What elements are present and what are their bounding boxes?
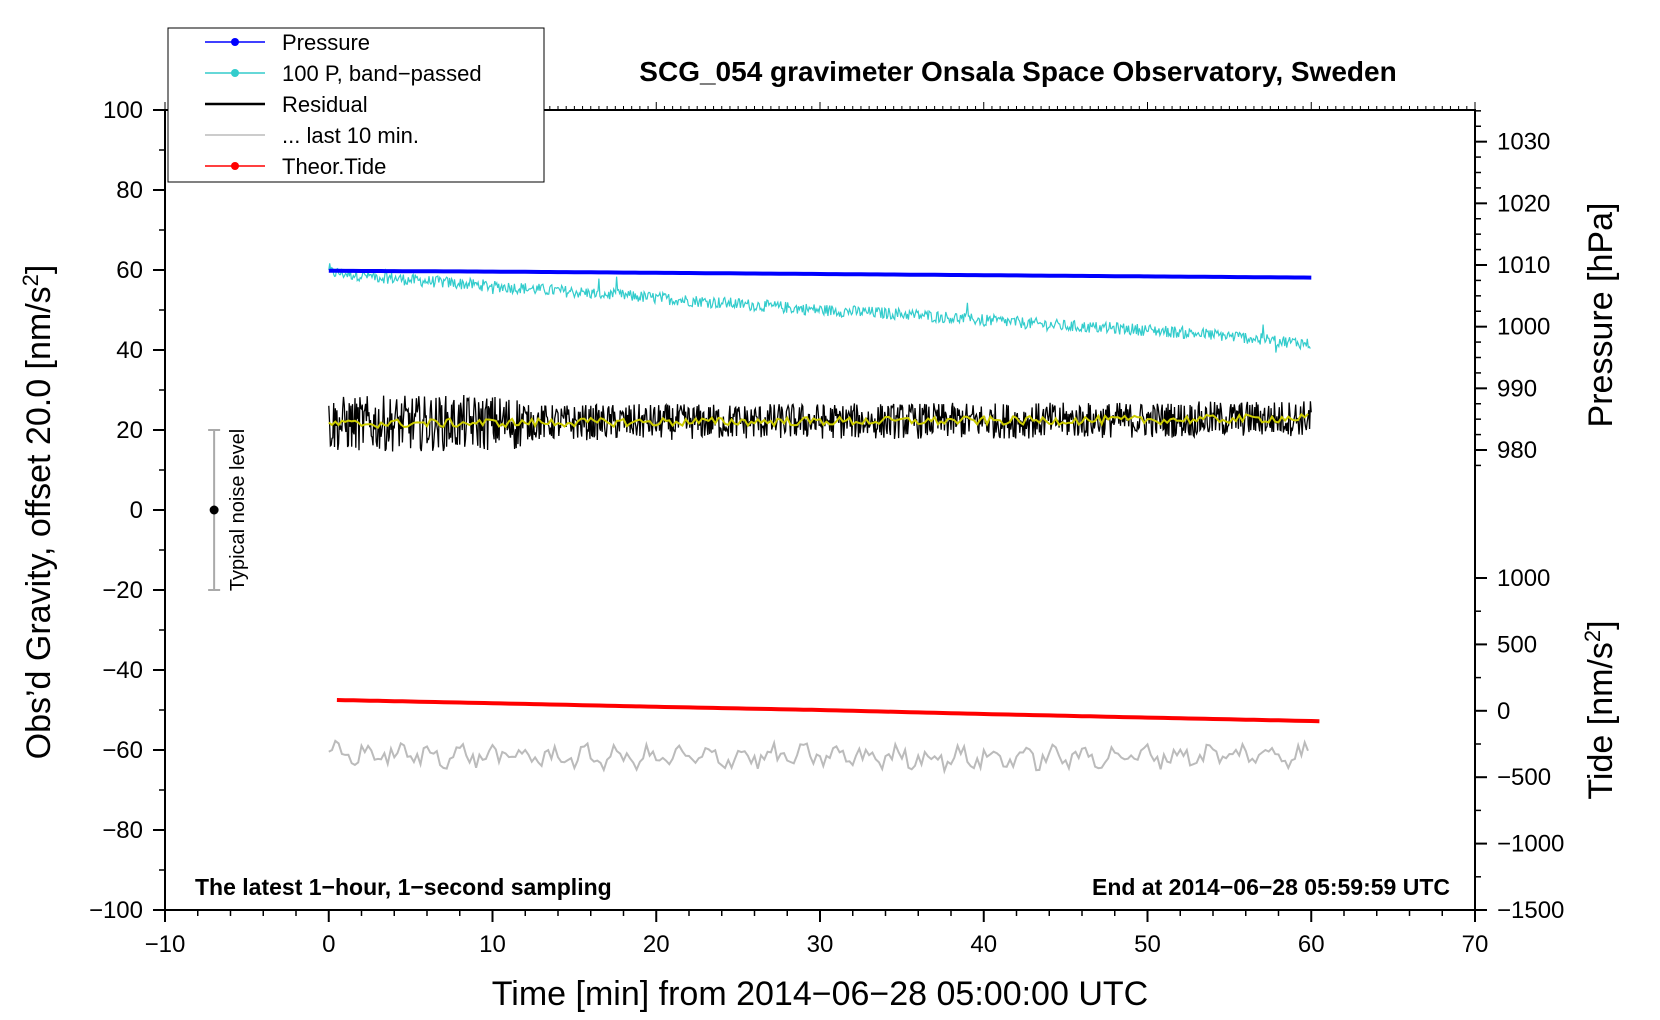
x-tick-label: −10 xyxy=(145,931,186,958)
x-axis: −10 0 10 20 30 40 50 60 70 xyxy=(145,910,1489,958)
x-tick-label: 40 xyxy=(970,931,997,958)
legend-marker xyxy=(231,38,239,46)
y-tick-label: −80 xyxy=(102,817,143,844)
residual-smoothed-line xyxy=(328,412,1309,430)
x-tick-label: 70 xyxy=(1462,931,1489,958)
pressure-tick-label: 990 xyxy=(1497,375,1537,402)
tide-label-end: ] xyxy=(1582,620,1620,629)
noise-level-bar: Typical noise level xyxy=(208,429,249,591)
x-tick-label: 20 xyxy=(643,931,670,958)
tide-axis-label: Tide [nm/s2] xyxy=(1580,620,1620,799)
pressure-tick-label: 980 xyxy=(1497,437,1537,464)
legend-label: 100 P, band−passed xyxy=(282,61,482,86)
tide-tick-label: 1000 xyxy=(1497,565,1550,592)
noise-bar-center-dot xyxy=(209,505,219,515)
noise-level-label: Typical noise level xyxy=(227,429,249,591)
y-tick-label: 0 xyxy=(130,497,143,524)
y-axis-left-label: Obs’d Gravity, offset 20.0 [nm/s2] xyxy=(18,265,58,760)
plot-frame xyxy=(164,109,1476,911)
x-axis-label: Time [min] from 2014−06−28 05:00:00 UTC xyxy=(492,975,1148,1013)
tide-tick-label: 0 xyxy=(1497,698,1510,725)
legend-label: Residual xyxy=(282,92,368,117)
y-tick-label: 60 xyxy=(116,257,143,284)
tide-tick-label: 500 xyxy=(1497,631,1537,658)
chart-title: SCG_054 gravimeter Onsala Space Observat… xyxy=(639,56,1396,87)
y-tick-label: 100 xyxy=(103,97,143,124)
residual-line xyxy=(328,394,1312,452)
legend-label: ... last 10 min. xyxy=(282,123,419,148)
x-tick-label: 60 xyxy=(1298,931,1325,958)
y-tick-label: 20 xyxy=(116,417,143,444)
y-left-label-sup: 2 xyxy=(18,274,43,286)
y-tick-label: −100 xyxy=(89,897,143,924)
pressure-tick-label: 1020 xyxy=(1497,190,1550,217)
y-axis-left: −100 −80 −60 −40 −20 0 20 40 60 80 100 xyxy=(89,97,165,924)
pressure-line xyxy=(328,268,1312,280)
legend-marker xyxy=(231,162,239,170)
x-tick-label: 0 xyxy=(322,931,335,958)
tide-tick-label: −1000 xyxy=(1497,831,1564,858)
series-group xyxy=(328,263,1320,775)
x-tick-label: 50 xyxy=(1134,931,1161,958)
legend-marker xyxy=(231,69,239,77)
y-tick-label: −20 xyxy=(102,577,143,604)
x-tick-label: 30 xyxy=(807,931,834,958)
legend-label: Pressure xyxy=(282,30,370,55)
y-tick-label: 40 xyxy=(116,337,143,364)
pressure-axis-label: Pressure [hPa] xyxy=(1582,203,1620,428)
y-axis-pressure: 980 990 1000 1010 1020 1030 xyxy=(1475,110,1550,467)
tide-tick-label: −500 xyxy=(1497,764,1551,791)
tide-label-sup: 2 xyxy=(1580,630,1605,642)
annotation-right: End at 2014−06−28 05:59:59 UTC xyxy=(1092,874,1450,900)
tide-tick-label: −1500 xyxy=(1497,897,1564,924)
pressure-tick-label: 1000 xyxy=(1497,314,1550,341)
legend: Pressure 100 P, band−passed Residual ... la… xyxy=(167,27,545,183)
y-left-label-text: Obs’d Gravity, offset 20.0 [nm/s xyxy=(20,286,58,759)
last-10-min-line xyxy=(328,739,1309,775)
pressure-tick-label: 1030 xyxy=(1497,129,1550,156)
legend-label: Theor.Tide xyxy=(282,154,386,179)
pressure-tick-label: 1010 xyxy=(1497,252,1550,279)
y-left-label-end: ] xyxy=(20,265,58,274)
y-tick-label: −40 xyxy=(102,657,143,684)
band-passed-pressure-line xyxy=(328,263,1311,353)
y-axis-tide: −1500 −1000 −500 0 500 1000 xyxy=(1475,565,1564,924)
theor-tide-line xyxy=(336,698,1320,724)
y-tick-label: 80 xyxy=(116,177,143,204)
tide-label-text: Tide [nm/s xyxy=(1582,642,1620,799)
annotation-left: The latest 1−hour, 1−second sampling xyxy=(195,874,612,900)
x-tick-label: 10 xyxy=(479,931,506,958)
y-tick-label: −60 xyxy=(102,737,143,764)
